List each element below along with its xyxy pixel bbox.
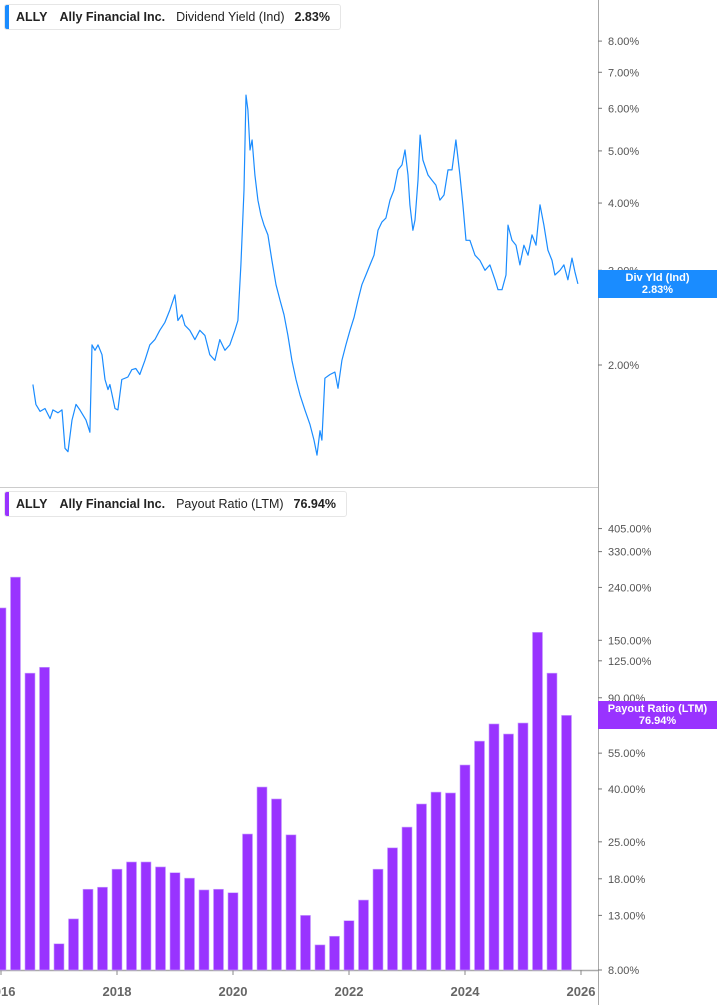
legend-metric: Payout Ratio (LTM)	[176, 497, 284, 511]
payout-bar	[474, 740, 485, 971]
payout-bar	[503, 733, 514, 971]
y-tick-label: 240.00%	[608, 582, 652, 594]
y-tick-label: 2.00%	[608, 360, 639, 372]
y-tick-label: 125.00%	[608, 656, 652, 668]
x-tick-label: 2022	[335, 984, 364, 999]
yield-current-tag: Div Yld (Ind) 2.83%	[598, 270, 717, 298]
y-tick-label: 6.00%	[608, 103, 639, 115]
payout-bar	[445, 792, 456, 971]
payout-bar	[372, 868, 384, 971]
payout-bar	[242, 833, 253, 971]
payout-bar	[314, 944, 326, 971]
payout-legend-swatch	[5, 492, 9, 516]
payout-bar	[68, 918, 79, 971]
payout-bar	[271, 798, 282, 971]
payout-bar	[111, 868, 123, 971]
dividend-yield-line	[32, 94, 579, 456]
y-tick-label: 40.00%	[608, 784, 646, 796]
payout-current-tag: Payout Ratio (LTM) 76.94%	[598, 701, 717, 729]
y-tick-label: 150.00%	[608, 635, 652, 647]
payout-bar	[285, 834, 297, 971]
x-tick-label: 2018	[103, 984, 132, 999]
yield-legend: ALLY Ally Financial Inc. Dividend Yield …	[4, 4, 341, 30]
legend-metric: Dividend Yield (Ind)	[176, 10, 285, 24]
payout-bar	[126, 861, 137, 971]
payout-bar	[24, 672, 36, 971]
payout-bar	[401, 826, 413, 971]
payout-bar	[300, 915, 311, 971]
legend-value: 2.83%	[294, 10, 330, 24]
x-tick-label: 2026	[567, 984, 596, 999]
payout-bar	[532, 632, 543, 971]
payout-bar	[39, 666, 50, 971]
payout-bar	[82, 888, 94, 971]
y-tick-label: 18.00%	[608, 874, 646, 886]
payout-bar	[169, 872, 181, 971]
payout-y-axis: 8.00%13.00%18.00%25.00%40.00%55.00%90.00…	[598, 524, 652, 977]
y-tick-label: 330.00%	[608, 547, 652, 559]
tag-value: 76.94%	[638, 715, 677, 727]
payout-bar	[97, 886, 108, 971]
legend-ticker: ALLY	[16, 10, 48, 24]
tag-label: Div Yld (Ind)	[625, 272, 690, 284]
payout-bar	[0, 607, 7, 971]
payout-bar	[387, 847, 398, 971]
tag-label: Payout Ratio (LTM)	[607, 703, 708, 715]
legend-value: 76.94%	[293, 497, 336, 511]
payout-bar	[198, 889, 210, 971]
payout-legend: ALLY Ally Financial Inc. Payout Ratio (L…	[4, 491, 347, 517]
payout-bar	[546, 672, 558, 971]
payout-bar	[517, 722, 529, 971]
y-tick-label: 5.00%	[608, 146, 639, 158]
legend-company: Ally Financial Inc.	[59, 10, 166, 24]
payout-bar	[227, 892, 239, 971]
payout-bar	[329, 935, 340, 971]
y-tick-label: 8.00%	[608, 36, 639, 48]
payout-bar	[10, 576, 21, 971]
legend-company: Ally Financial Inc.	[59, 497, 166, 511]
x-tick-label: 2020	[219, 984, 248, 999]
payout-bar	[53, 943, 65, 971]
payout-bar	[561, 715, 572, 971]
tag-value: 2.83%	[641, 284, 674, 296]
y-tick-label: 405.00%	[608, 524, 652, 536]
payout-bar	[256, 786, 268, 971]
payout-bar	[213, 888, 224, 971]
payout-bar	[358, 899, 369, 971]
y-tick-label: 4.00%	[608, 198, 639, 210]
y-tick-label: 55.00%	[608, 748, 646, 760]
payout-bar	[416, 803, 427, 971]
y-tick-label: 7.00%	[608, 67, 639, 79]
payout-bars	[0, 576, 572, 971]
payout-bar	[184, 877, 195, 971]
y-tick-label: 8.00%	[608, 965, 639, 977]
yield-legend-swatch	[5, 5, 9, 29]
payout-bar	[459, 764, 471, 971]
yield-y-axis: 2.00%3.00%4.00%5.00%6.00%7.00%8.00%	[598, 36, 639, 372]
payout-bar	[155, 866, 166, 971]
payout-bar	[140, 861, 152, 971]
y-tick-label: 25.00%	[608, 837, 646, 849]
x-tick-label: 2024	[451, 984, 481, 999]
x-axis: 2016 2018 2020 2022 2024 2026	[0, 970, 595, 999]
legend-ticker: ALLY	[16, 497, 48, 511]
y-tick-label: 13.00%	[608, 910, 646, 922]
x-tick-label: 2016	[0, 984, 15, 999]
payout-bar	[343, 920, 355, 971]
payout-bar	[488, 723, 500, 971]
payout-bar	[430, 791, 442, 971]
